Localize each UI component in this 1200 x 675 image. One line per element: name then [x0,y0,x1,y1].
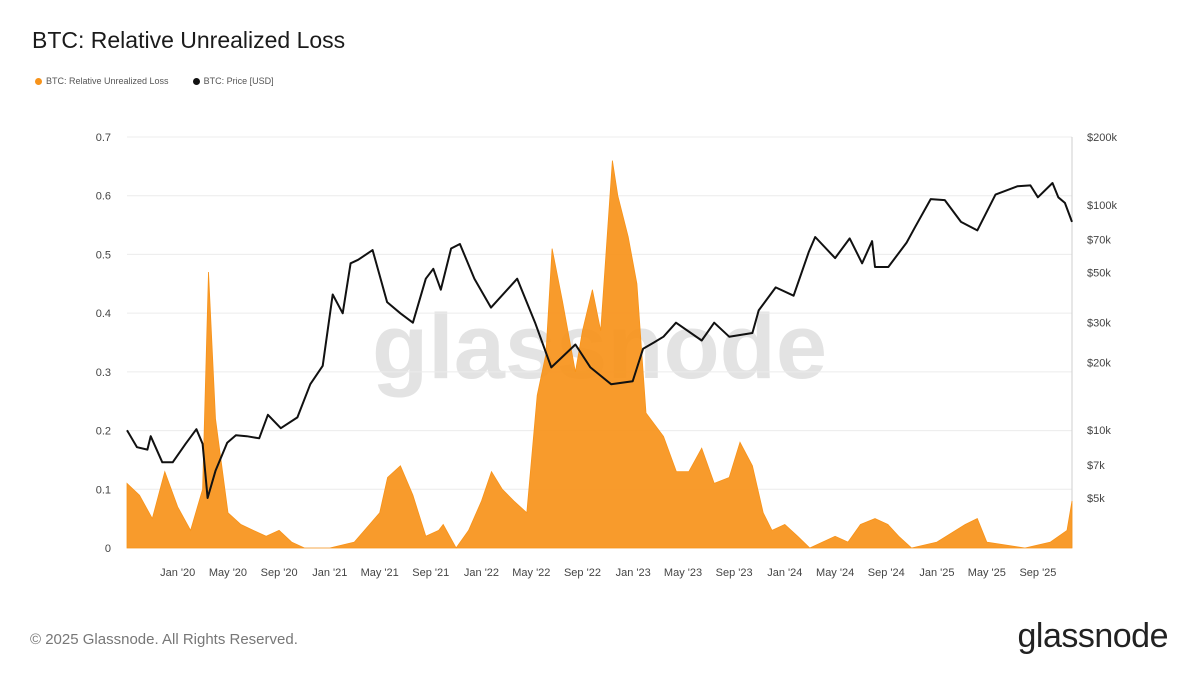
y-right-tick-label: $30k [1087,318,1111,330]
y-left-tick-label: 0.1 [96,484,111,496]
x-tick-label: Jan '25 [919,567,954,579]
chart-title: BTC: Relative Unrealized Loss [32,27,346,53]
x-tick-label: Sep '22 [564,567,601,579]
y-left-tick-label: 0.2 [96,426,111,438]
x-tick-label: May '21 [361,567,399,579]
x-tick-label: May '25 [968,567,1006,579]
y-right-tick-label: $10k [1087,425,1111,437]
x-tick-label: May '23 [664,567,702,579]
glassnode-logo: glassnode [1017,617,1168,655]
series-relative-unrealized-loss-area [126,160,1073,549]
y-left-tick-label: 0.5 [96,249,111,261]
legend-dot-price [192,77,200,85]
x-tick-label: Sep '25 [1019,567,1056,579]
x-tick-label: Sep '23 [716,567,753,579]
x-tick-label: Jan '20 [160,567,195,579]
x-tick-label: Jan '21 [312,567,347,579]
legend-label-price: BTC: Price [USD] [203,76,274,86]
series-btc-price-line [126,182,1073,499]
y-right-tick-label: $200k [1087,132,1117,144]
x-tick-label: May '22 [512,567,550,579]
x-tick-label: Sep '21 [412,567,449,579]
y-left-tick-label: 0.7 [96,132,111,144]
y-right-tick-label: $5k [1087,493,1105,505]
x-tick-label: Jan '23 [616,567,651,579]
legend-item-price[interactable]: BTC: Price [USD] [192,76,274,86]
x-tick-label: Jan '24 [767,567,802,579]
x-tick-label: Jan '22 [464,567,499,579]
y-right-tick-label: $100k [1087,200,1117,212]
y-left-tick-label: 0.4 [96,308,111,320]
y-left-tick-label: 0 [105,543,111,555]
x-tick-label: Sep '20 [261,567,298,579]
y-left-tick-label: 0.3 [96,367,111,379]
x-tick-label: May '20 [209,567,247,579]
x-tick-label: May '24 [816,567,854,579]
y-right-tick-label: $50k [1087,268,1111,280]
y-right-tick-label: $20k [1087,357,1111,369]
y-right-tick-label: $7k [1087,460,1105,472]
x-tick-label: Sep '24 [868,567,905,579]
legend-label-loss: BTC: Relative Unrealized Loss [46,76,169,86]
legend: BTC: Relative Unrealized Loss BTC: Price… [35,76,274,86]
legend-item-loss[interactable]: BTC: Relative Unrealized Loss [35,76,169,86]
legend-dot-loss [35,77,42,85]
y-right-tick-label: $70k [1087,235,1111,247]
y-left-tick-label: 0.6 [96,191,111,203]
copyright-text: © 2025 Glassnode. All Rights Reserved. [30,631,298,648]
